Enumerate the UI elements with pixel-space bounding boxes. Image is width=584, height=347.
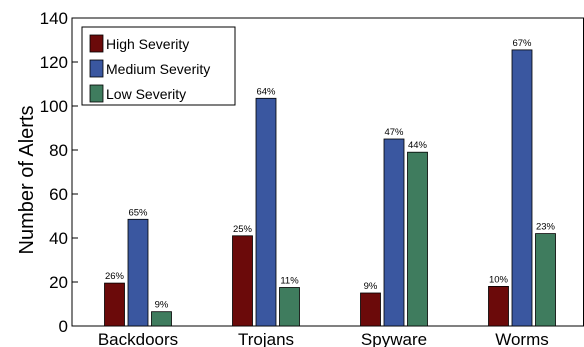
bar-data-label: 9% [155,300,169,311]
legend-entry: Low Severity [106,86,186,102]
bar-data-label: 47% [384,127,404,138]
y-tick-label: 40 [49,229,68,248]
bar [233,236,253,326]
bar [512,50,532,326]
y-axis-label: Number of Alerts [16,106,38,255]
x-tick-label: Backdoors [98,330,178,347]
y-tick-label: 140 [40,9,68,28]
bar-data-label: 67% [512,38,532,49]
bar-data-label: 10% [489,274,509,285]
y-tick-label: 120 [40,53,68,72]
x-tick-label: Trojans [238,330,294,347]
bar-data-label: 11% [280,276,299,287]
legend-swatch [90,35,103,52]
bar-data-label: 26% [105,271,125,282]
plot-area: 0 20 40 60 80 100 120 140 Backdoors 26% 65% 9% Troja… [40,9,584,347]
bar-data-label: 9% [364,281,378,292]
bar [152,312,172,326]
bar [489,286,509,326]
bar-data-label: 23% [536,222,556,233]
y-tick-label: 100 [40,97,68,116]
x-tick-label: Spyware [361,330,427,347]
bar [361,293,381,326]
bar [408,152,428,326]
x-tick-label: Worms [495,330,549,347]
bar-data-label: 25% [233,224,253,235]
legend-entry: Medium Severity [106,61,210,77]
bar-data-label: 65% [128,207,148,218]
y-tick-label: 80 [49,141,68,160]
y-tick-label: 60 [49,185,68,204]
y-tick-label: 20 [49,273,68,292]
bar [105,283,125,326]
legend-entry: High Severity [106,36,189,52]
legend-swatch [90,85,103,102]
bar [536,234,556,326]
bar [280,288,300,327]
y-tick-label: 0 [59,317,68,336]
bar-data-label: 44% [408,140,428,151]
bar [128,219,148,326]
bar [384,139,404,326]
legend-swatch [90,60,103,77]
bar [256,98,276,326]
bar-data-label: 64% [256,86,276,97]
